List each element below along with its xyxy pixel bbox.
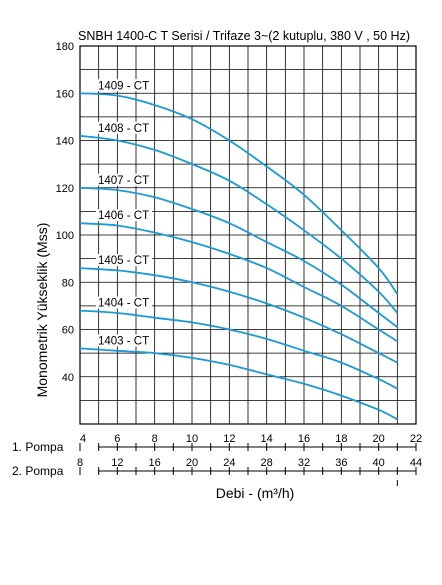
x-tick-label: 28 bbox=[261, 457, 273, 469]
x-tick-label: 12 bbox=[223, 433, 235, 445]
y-tick-labels: 40 60 80 100 120 140 160 180 bbox=[56, 41, 74, 384]
chart-grid bbox=[79, 45, 417, 425]
x-axis-label: Debi - (m³/h) bbox=[216, 485, 295, 501]
curve-label-bg bbox=[96, 334, 152, 347]
curve-line bbox=[79, 92, 399, 295]
curve-label: 1406 - CT bbox=[98, 210, 149, 222]
x-tick-label: 32 bbox=[298, 457, 310, 469]
x-tick-label: 20 bbox=[373, 433, 385, 445]
y-tick-label: 140 bbox=[56, 136, 74, 148]
y-tick-label: 180 bbox=[56, 41, 74, 53]
curve-line bbox=[79, 186, 398, 328]
x-tick-label: 18 bbox=[335, 433, 347, 445]
x-tick-label: 6 bbox=[114, 433, 120, 445]
y-tick-label: 40 bbox=[62, 372, 74, 384]
curve-line bbox=[79, 309, 398, 390]
y-tick-label: 160 bbox=[56, 88, 74, 100]
chart-title: SNBH 1400-C T Serisi / Trifaze 3~(2 kutu… bbox=[78, 29, 410, 43]
y-tick-label: 80 bbox=[62, 277, 74, 289]
curve-line bbox=[79, 134, 398, 314]
x-tick-label: 20 bbox=[186, 457, 198, 469]
x-tick-label: 24 bbox=[223, 457, 235, 469]
curve-label-bg bbox=[96, 79, 152, 92]
y-tick-label: 100 bbox=[56, 230, 74, 242]
x-tick-label: 40 bbox=[373, 457, 385, 469]
curve-label: 1408 - CT bbox=[98, 123, 149, 135]
y-axis-label: Monometrik Yükseklik (Mss) bbox=[34, 223, 50, 398]
curve-label-bg bbox=[96, 209, 152, 222]
x-tick-label: 36 bbox=[335, 457, 347, 469]
curve-label-bg bbox=[96, 173, 152, 186]
curve-line bbox=[79, 267, 398, 364]
curve-label: 1405 - CT bbox=[98, 255, 149, 267]
x-axes: 4 6 8 10 12 14 16 18 20 22 1. Pompa 8 12 16 20 24 28 32 36… bbox=[12, 433, 422, 486]
x-tick-label: 44 bbox=[410, 457, 422, 469]
curve-label-bg bbox=[96, 254, 152, 267]
curve-label: 1409 - CT bbox=[98, 80, 149, 92]
x-tick-label: 12 bbox=[111, 457, 123, 469]
x-tick-label: 14 bbox=[261, 433, 273, 445]
curve-label: 1403 - CT bbox=[98, 335, 149, 347]
y-tick-label: 120 bbox=[56, 183, 74, 195]
curve-label: 1404 - CT bbox=[98, 298, 149, 310]
x-tick-label: 10 bbox=[186, 433, 198, 445]
curve-label-bg bbox=[96, 296, 152, 309]
x-tick-label: 4 bbox=[80, 433, 86, 445]
y-tick-label: 60 bbox=[62, 325, 74, 337]
curve-line bbox=[79, 347, 398, 421]
x-tick-label: 22 bbox=[410, 433, 422, 445]
x-tick-label: 16 bbox=[149, 457, 161, 469]
x-tick-label: 8 bbox=[152, 433, 158, 445]
pump-curves: 1409 - CT 1408 - CT 1407 - CT 1406 - CT 1405… bbox=[79, 79, 399, 421]
x-tick-label: 8 bbox=[77, 457, 83, 469]
x-axis-row-label: 1. Pompa bbox=[12, 440, 64, 454]
curve-label-bg bbox=[96, 121, 152, 134]
curve-label: 1407 - CT bbox=[98, 175, 149, 187]
curve-line bbox=[79, 222, 398, 343]
x-axis-row-label: 2. Pompa bbox=[12, 464, 64, 478]
x-tick-label: 16 bbox=[298, 433, 310, 445]
